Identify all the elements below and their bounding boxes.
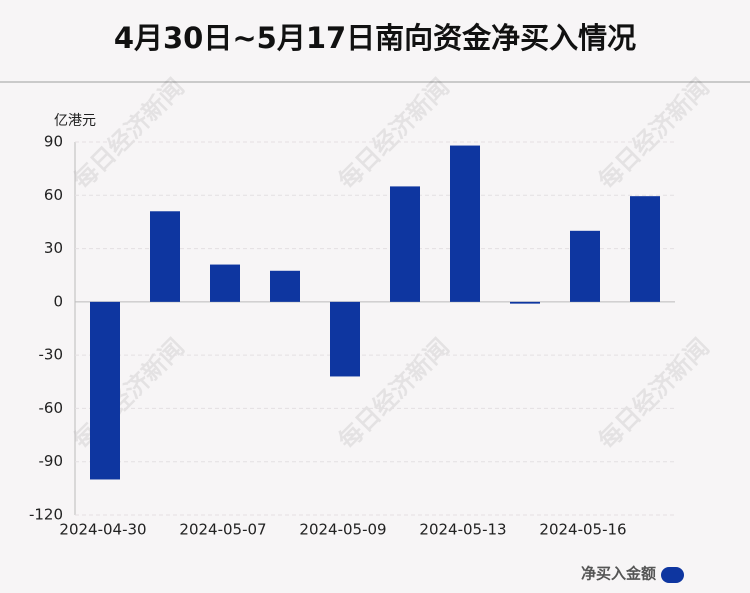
legend-label: 净买入金额 bbox=[581, 565, 656, 583]
y-tick-label: -120 bbox=[29, 506, 63, 524]
chart-title: 4月30日~5月17日南向资金净买入情况 bbox=[114, 21, 636, 55]
bar bbox=[330, 301, 360, 377]
y-tick-label: 30 bbox=[44, 239, 63, 257]
y-tick-label: 90 bbox=[44, 133, 63, 151]
bar bbox=[270, 270, 300, 302]
bar bbox=[390, 186, 420, 302]
y-tick-label: 60 bbox=[44, 186, 63, 204]
y-tick-label: -90 bbox=[39, 452, 64, 470]
y-tick-label: 0 bbox=[53, 292, 63, 310]
y-axis-label: 亿港元 bbox=[54, 113, 96, 129]
y-tick-label: -30 bbox=[39, 346, 64, 364]
x-tick-label: 2024-05-07 bbox=[179, 521, 266, 539]
bar bbox=[510, 301, 540, 304]
bar bbox=[150, 211, 180, 302]
y-tick-label: -60 bbox=[39, 399, 64, 417]
bar bbox=[630, 196, 660, 302]
bar bbox=[210, 264, 240, 302]
bar bbox=[450, 145, 480, 302]
legend-swatch bbox=[661, 567, 684, 583]
x-tick-label: 2024-05-16 bbox=[539, 521, 626, 539]
x-tick-label: 2024-04-30 bbox=[59, 521, 146, 539]
bar bbox=[90, 301, 120, 480]
x-tick-label: 2024-05-09 bbox=[299, 521, 386, 539]
x-tick-label: 2024-05-13 bbox=[419, 521, 506, 539]
bar bbox=[570, 230, 600, 302]
